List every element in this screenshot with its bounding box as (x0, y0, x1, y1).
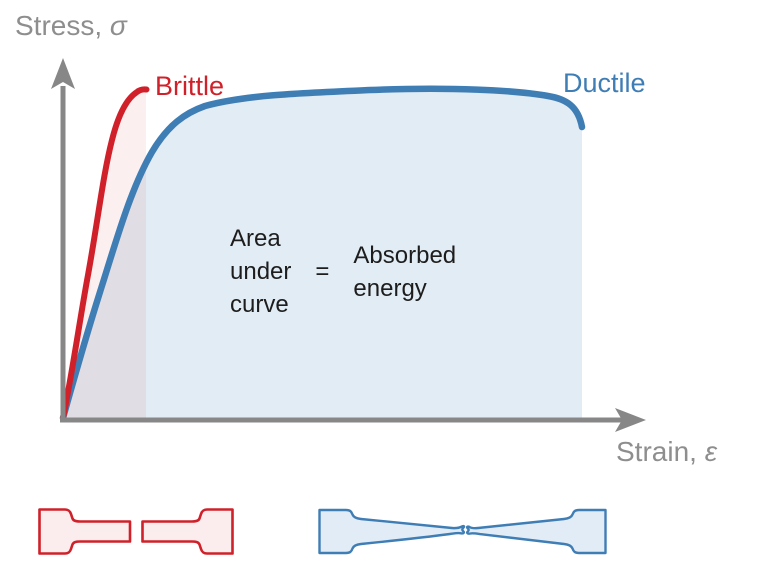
brittle-specimen-right-half (141, 508, 234, 555)
ductile-curve-label: Ductile (563, 68, 646, 98)
x-axis-label-text: Strain, (616, 436, 697, 467)
annotation-equals-sign: = (315, 258, 330, 285)
ductile-specimen-left-half (318, 508, 466, 555)
brittle-curve (60, 86, 150, 421)
brittle-specimen (38, 508, 234, 555)
x-axis-arrowhead (615, 408, 646, 432)
x-axis-label: Strain, ε (616, 436, 717, 468)
epsilon-symbol: ε (704, 436, 718, 467)
area-under-curve-annotation: Area under curve = Absorbed energy (230, 222, 456, 321)
annotation-right-column: Absorbed energy (353, 239, 456, 305)
ductile-curve (59, 85, 586, 422)
sigma-symbol: σ (109, 10, 127, 41)
y-axis-label-text: Stress, (15, 10, 103, 41)
annotation-left-column: Area under curve (230, 222, 291, 321)
annotation-right-line2: energy (353, 274, 427, 302)
axes (51, 58, 646, 432)
ductile-specimen-right-half (465, 508, 607, 555)
annotation-left-line2: under (230, 258, 292, 285)
brittle-specimen-left-half (38, 508, 132, 555)
ductile-area-fill (63, 88, 582, 418)
y-axis-label: Stress, σ (15, 10, 127, 42)
annotation-right-line1: Absorbed (353, 241, 457, 269)
ductile-specimen (318, 508, 607, 555)
annotation-left-line1: Area (230, 225, 281, 252)
annotation-left-line3: curve (230, 291, 289, 318)
y-axis-arrowhead (51, 58, 75, 89)
brittle-curve-label: Brittle (155, 71, 225, 101)
